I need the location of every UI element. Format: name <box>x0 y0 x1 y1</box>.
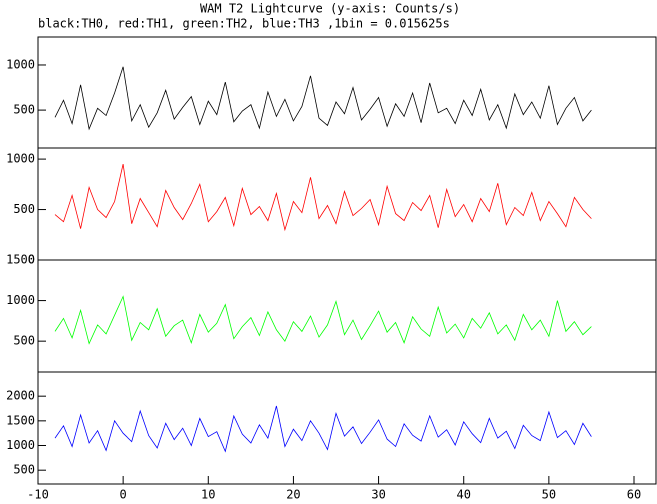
x-tick-label: -10 <box>27 488 49 502</box>
x-tick-label: 50 <box>542 488 556 502</box>
y-tick-label: 1000 <box>6 152 35 166</box>
y-tick-label: 1500 <box>6 413 35 427</box>
y-tick-label: 500 <box>13 202 35 216</box>
lightcurve <box>54 405 592 453</box>
panel-frame <box>37 259 657 373</box>
x-tick-label: 30 <box>371 488 385 502</box>
panel-frame <box>37 36 657 149</box>
panel-frame <box>37 147 657 261</box>
y-tick-label: 500 <box>13 334 35 348</box>
y-tick-label: 1000 <box>6 293 35 307</box>
x-tick-label: 40 <box>456 488 470 502</box>
x-tick-label: 10 <box>201 488 215 502</box>
panel-frame <box>37 371 657 485</box>
chart-subtitle: black:TH0, red:TH1, green:TH2, blue:TH3 … <box>38 17 450 31</box>
y-tick-label: 1000 <box>6 438 35 452</box>
y-tick-label: 2000 <box>6 389 35 403</box>
lightcurve <box>54 66 592 131</box>
chart-title: WAM T2 Lightcurve (y-axis: Counts/s) <box>200 2 460 16</box>
y-tick-label: 1000 <box>6 57 35 71</box>
y-tick-label: 1500 <box>6 253 35 267</box>
y-tick-label: 500 <box>13 463 35 477</box>
x-tick-label: 0 <box>120 488 127 502</box>
y-tick-label: 500 <box>13 103 35 117</box>
lightcurve <box>54 164 592 232</box>
lightcurve <box>54 295 592 345</box>
y-tick-label: 0 <box>28 253 35 267</box>
x-tick-label: 20 <box>286 488 300 502</box>
x-tick-label: 60 <box>627 488 641 502</box>
